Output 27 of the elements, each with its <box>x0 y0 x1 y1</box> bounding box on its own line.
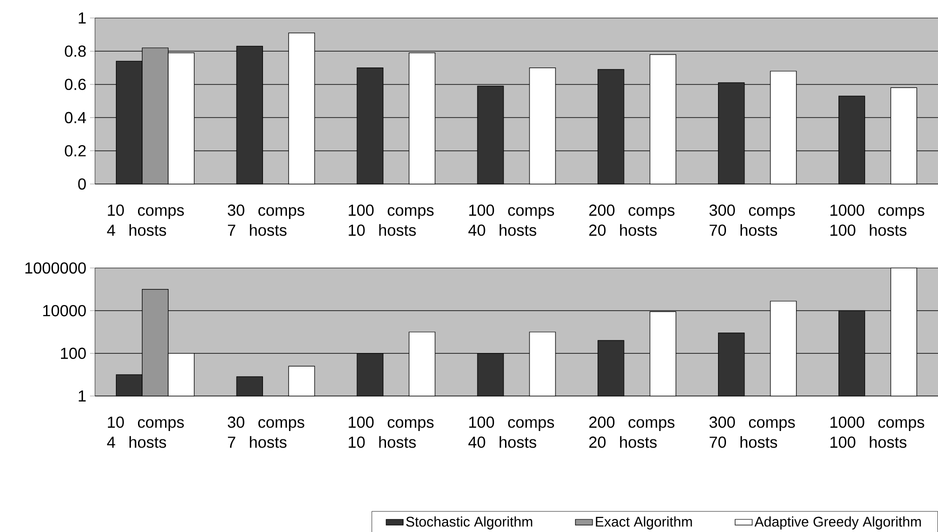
y-tick-label: 0.6 <box>64 78 86 90</box>
legend-label: Exact Algorithm <box>596 516 692 530</box>
x-tick-label: 30 comps 7 hosts <box>228 204 304 236</box>
x-tick-label: 1000 comps 100 hosts <box>830 416 924 448</box>
y-tick-label: 0.4 <box>64 112 86 124</box>
x-tick-label: 100 comps 10 hosts <box>348 204 434 236</box>
x-tick-label: 200 comps 20 hosts <box>589 204 674 236</box>
y-tick-label: 0.8 <box>64 46 86 57</box>
x-tick-label: 100 comps 40 hosts <box>468 204 554 236</box>
y-tick-label: 1 <box>78 12 86 24</box>
x-tick-label: 200 comps 20 hosts <box>589 416 674 448</box>
x-tick-label: 300 comps 70 hosts <box>709 204 795 236</box>
legend-label: Adaptive Greedy Algorithm <box>754 516 921 530</box>
y-tick-label: 0.2 <box>64 145 86 156</box>
x-tick-label: 300 comps 70 hosts <box>709 416 795 448</box>
x-tick-label: 100 comps 10 hosts <box>348 416 434 448</box>
x-tick-label: 30 comps 7 hosts <box>228 416 304 448</box>
x-tick-label: 1000 comps 100 hosts <box>830 204 924 236</box>
y-tick-label: 100 <box>61 348 86 359</box>
legend-label: Stochastic Algorithm <box>406 516 532 530</box>
y-tick-label: 0 <box>78 178 86 190</box>
x-tick-label: 10 comps 4 hosts <box>107 416 184 448</box>
y-tick-label: 1000000 <box>25 262 86 274</box>
x-tick-label: 10 comps 4 hosts <box>107 204 184 236</box>
y-tick-label: 1 <box>78 390 86 402</box>
y-tick-label: 10000 <box>43 305 86 316</box>
x-tick-label: 100 comps 40 hosts <box>468 416 554 448</box>
